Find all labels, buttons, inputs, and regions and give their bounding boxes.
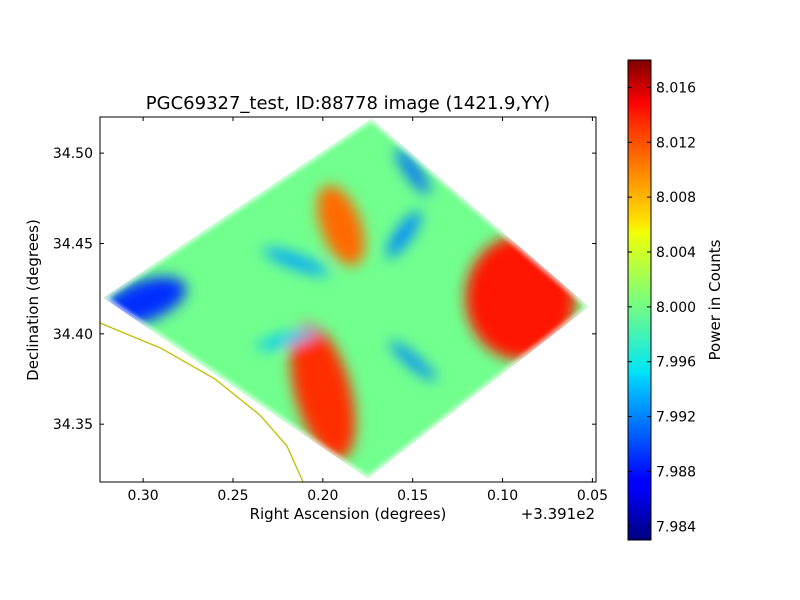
heatmap-feature xyxy=(389,341,436,381)
x-tick-label: 0.05 xyxy=(577,488,608,504)
x-tick-label: 0.10 xyxy=(487,488,518,504)
y-tick-label: 34.35 xyxy=(53,417,93,433)
colorbar-tick-label: 8.004 xyxy=(656,245,696,261)
x-tick-label: 0.25 xyxy=(217,488,248,504)
heatmap-feature xyxy=(290,323,356,460)
heatmap-feature xyxy=(262,247,329,276)
colorbar-ticks: 7.984 7.988 7.992 7.996 8.000 8.004 8.008 8.012… xyxy=(628,80,696,535)
heatmap-feature xyxy=(386,211,422,258)
colorbar-label: Power in Counts xyxy=(706,239,724,360)
y-axis-label: Declination (degrees) xyxy=(24,219,42,381)
axes-frame xyxy=(99,116,597,483)
overlay-curve xyxy=(100,322,304,482)
y-axis-ticks: 34.35 34.40 34.45 34.50 xyxy=(53,146,596,433)
colorbar xyxy=(627,59,652,541)
heatmap-features xyxy=(103,147,576,460)
x-axis-label: Right Ascension (degrees) xyxy=(250,505,447,523)
x-tick-label: 0.30 xyxy=(128,488,159,504)
x-tick-label: 0.15 xyxy=(397,488,428,504)
colorbar-tick-label: 8.000 xyxy=(656,300,696,316)
heatmap-image xyxy=(103,118,589,479)
colorbar-tick-label: 7.988 xyxy=(656,464,696,480)
y-tick-label: 34.45 xyxy=(53,236,93,252)
colorbar-tick-label: 8.008 xyxy=(656,190,696,206)
heatmap-feature xyxy=(317,185,365,266)
footprint-edge xyxy=(103,118,589,479)
heatmap-area xyxy=(100,118,589,482)
colorbar-tick-label: 8.012 xyxy=(656,135,696,151)
colorbar-tick-label: 8.016 xyxy=(656,80,696,96)
chart-title: PGC69327_test, ID:88778 image (1421.9,YY… xyxy=(146,93,550,114)
colorbar-tick-label: 7.992 xyxy=(656,410,696,426)
y-tick-label: 34.50 xyxy=(53,146,93,162)
heatmap-feature xyxy=(395,147,430,195)
heatmap-feature xyxy=(465,235,576,360)
x-axis-offset-label: +3.391e2 xyxy=(521,505,595,523)
heatmap-feature xyxy=(255,329,318,350)
colorbar-tick-label: 7.996 xyxy=(656,355,696,371)
colorbar-tick-label: 7.984 xyxy=(656,519,696,535)
x-tick-label: 0.20 xyxy=(307,488,338,504)
x-axis-ticks: 0.30 0.25 0.20 0.15 0.10 0.05 xyxy=(128,117,608,504)
y-tick-label: 34.40 xyxy=(53,327,93,343)
